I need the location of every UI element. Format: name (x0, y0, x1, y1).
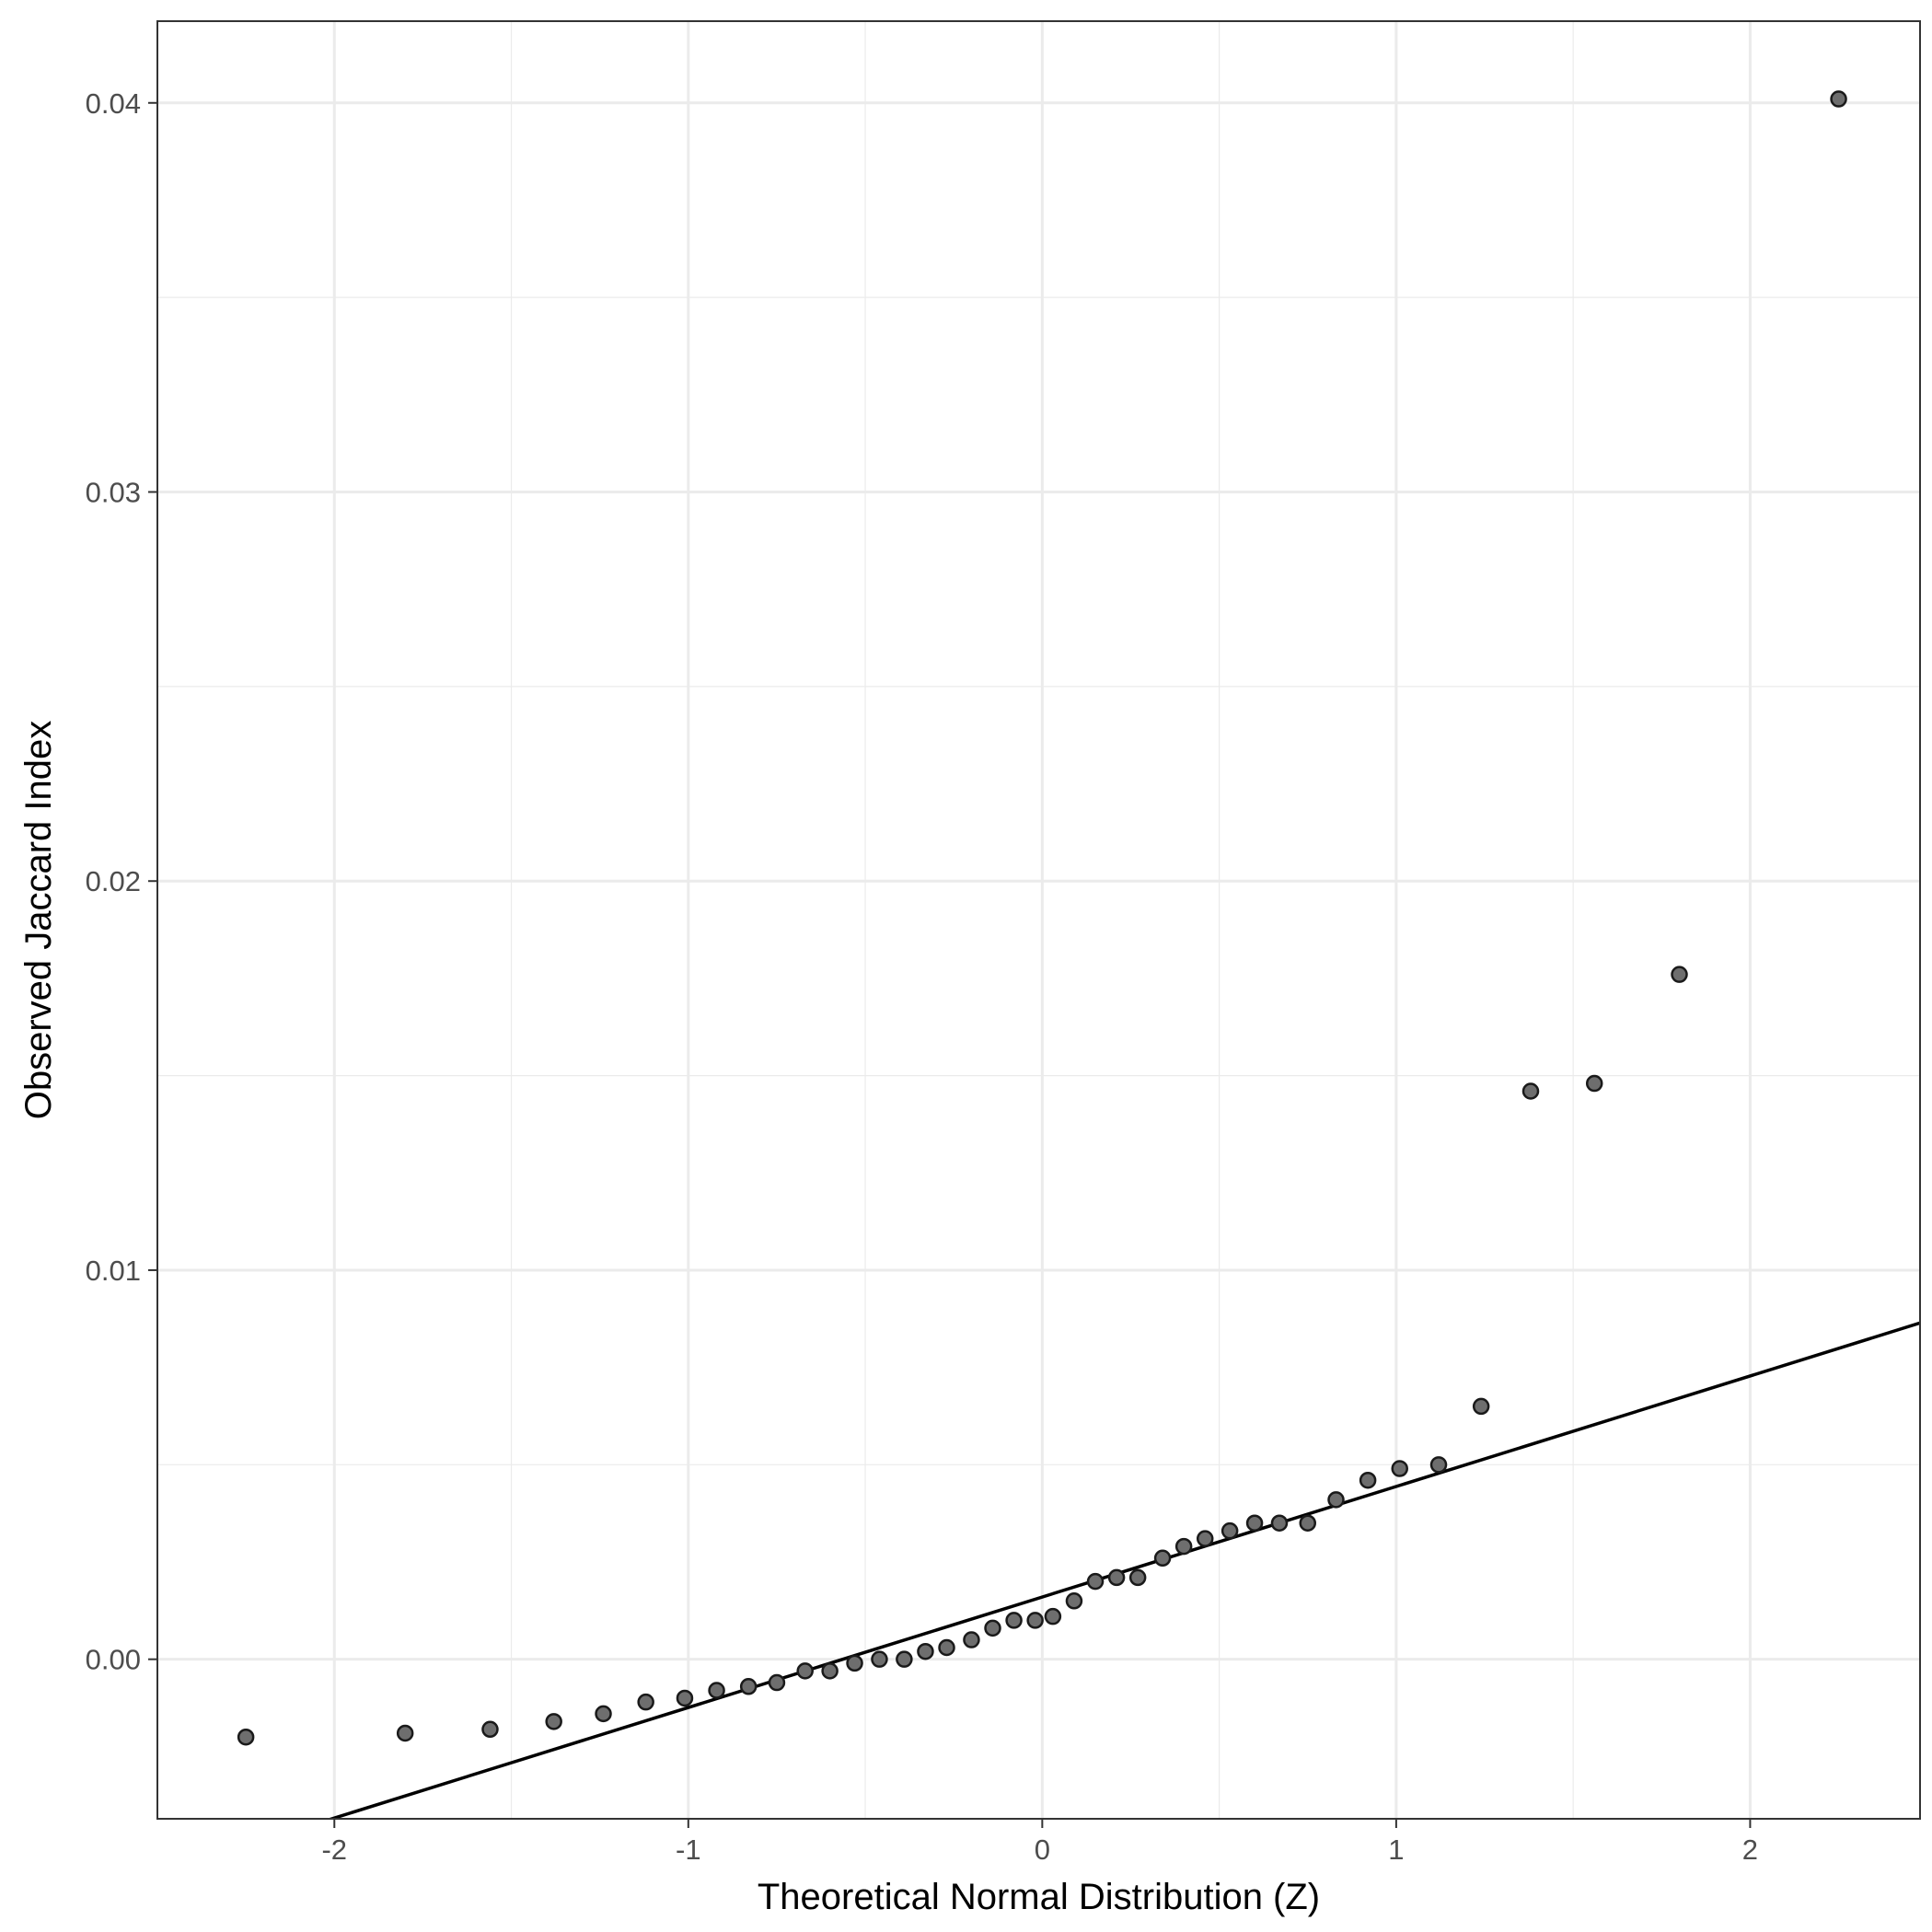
data-point (481, 1720, 499, 1739)
y-tick-label: 0.03 (86, 477, 141, 509)
data-points (237, 90, 1847, 1746)
data-point (846, 1654, 863, 1672)
data-point (1472, 1397, 1490, 1416)
data-point (1196, 1530, 1214, 1547)
data-point (1044, 1607, 1062, 1625)
data-point (1359, 1471, 1377, 1489)
data-point (1830, 90, 1847, 108)
qq-reference-line (326, 1321, 1920, 1819)
data-point (1429, 1456, 1448, 1474)
major-gridlines (157, 21, 1920, 1819)
data-point (1327, 1491, 1345, 1509)
data-point (595, 1705, 612, 1723)
data-point (676, 1689, 694, 1707)
x-tick-label: 0 (1035, 1834, 1050, 1866)
data-point (708, 1682, 725, 1699)
data-point (237, 1728, 255, 1746)
data-point (963, 1631, 980, 1649)
data-point (1671, 966, 1688, 983)
data-point (1153, 1549, 1172, 1568)
data-point (1585, 1074, 1603, 1093)
y-axis-title: Observed Jaccard Index (18, 721, 59, 1120)
x-tick-label: -1 (676, 1834, 701, 1866)
data-point (1107, 1568, 1126, 1587)
y-tick-label: 0.04 (86, 87, 141, 120)
x-axis: -2 -1 0 1 2 (321, 1819, 1758, 1866)
y-tick-label: 0.02 (86, 865, 141, 897)
data-point (1005, 1612, 1023, 1629)
data-point (1174, 1537, 1193, 1556)
data-point (821, 1662, 839, 1680)
data-point (1521, 1082, 1540, 1100)
data-point (871, 1650, 888, 1668)
data-point (938, 1638, 955, 1657)
panel-border (156, 20, 1921, 1820)
data-point (1299, 1514, 1316, 1532)
x-axis-title: Theoretical Normal Distribution (Z) (758, 1877, 1320, 1917)
x-tick-label: -2 (321, 1834, 347, 1866)
reference-line-group (326, 1321, 1920, 1819)
data-point (896, 1650, 913, 1668)
data-point (396, 1724, 414, 1742)
x-tick-label: 1 (1388, 1834, 1404, 1866)
data-point (917, 1642, 934, 1660)
data-point (1065, 1592, 1083, 1610)
data-point (1221, 1521, 1239, 1540)
data-point (1128, 1568, 1147, 1587)
y-tick-label: 0.01 (86, 1255, 141, 1287)
data-point (1245, 1514, 1264, 1532)
x-tick-label: 2 (1742, 1834, 1758, 1866)
y-axis: 0.00 0.01 0.02 0.03 0.04 (86, 87, 157, 1676)
data-point (1086, 1572, 1105, 1591)
data-point (1026, 1612, 1044, 1629)
y-tick-label: 0.00 (86, 1644, 141, 1676)
data-point (796, 1662, 814, 1680)
data-point (984, 1619, 1001, 1637)
data-point (1391, 1460, 1408, 1477)
data-point (768, 1673, 786, 1692)
data-point (1270, 1514, 1289, 1532)
data-point (637, 1693, 654, 1711)
data-point (739, 1678, 758, 1695)
data-point (545, 1713, 562, 1730)
